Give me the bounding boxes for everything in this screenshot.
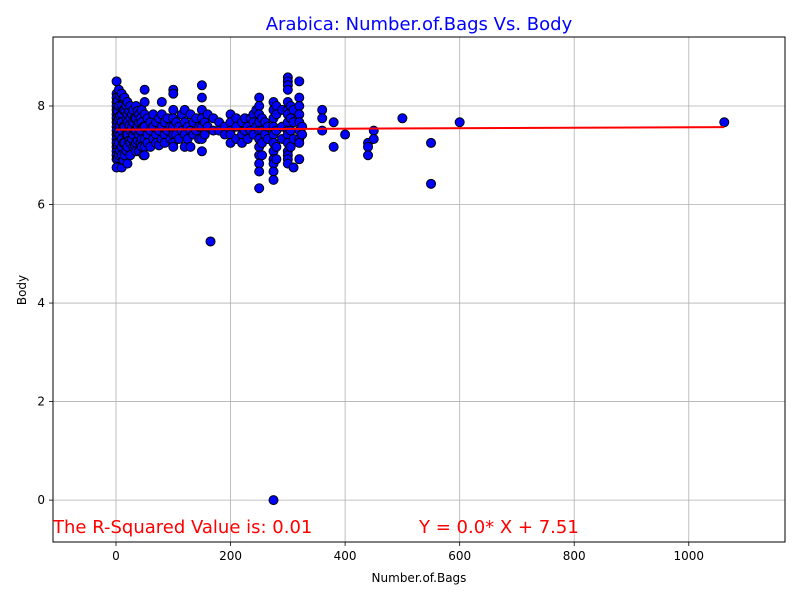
- data-point: [288, 162, 299, 173]
- data-point: [397, 113, 408, 124]
- regression-line: [116, 126, 725, 131]
- data-point: [268, 495, 279, 506]
- data-point: [285, 125, 296, 136]
- data-point: [317, 104, 328, 115]
- x-tick-label: 200: [219, 549, 242, 563]
- y-tick-label: 4: [37, 296, 45, 310]
- data-point: [328, 141, 339, 152]
- data-point: [294, 100, 305, 111]
- data-point: [271, 141, 282, 152]
- data-point: [294, 92, 305, 103]
- data-point: [426, 137, 437, 148]
- data-point: [340, 129, 351, 140]
- axis-ticks: 0 200 400 600 800 1000 0 2 4 6 8: [37, 99, 704, 563]
- data-point: [139, 97, 150, 108]
- data-point: [363, 141, 374, 152]
- data-point: [254, 92, 265, 103]
- y-tick-label: 0: [37, 493, 45, 507]
- data-point: [271, 154, 282, 165]
- x-tick-label: 0: [112, 549, 120, 563]
- data-point: [168, 88, 179, 99]
- plot-frame: [52, 36, 786, 543]
- data-point: [268, 166, 279, 177]
- data-point: [294, 76, 305, 87]
- data-point: [254, 166, 265, 177]
- data-point: [294, 137, 305, 148]
- r-squared-annotation: The R-Squared Value is: 0.01: [52, 517, 312, 538]
- data-point: [156, 97, 167, 108]
- data-point: [297, 129, 308, 140]
- data-point: [368, 133, 379, 144]
- data-point: [363, 150, 374, 161]
- data-point: [122, 158, 133, 169]
- data-point: [328, 117, 339, 128]
- data-point: [111, 76, 122, 87]
- data-point: [268, 174, 279, 185]
- data-point: [196, 146, 207, 157]
- data-point: [317, 113, 328, 124]
- data-point: [205, 236, 216, 247]
- x-tick-label: 600: [448, 549, 471, 563]
- y-tick-label: 8: [37, 99, 45, 113]
- regression-equation-annotation: Y = 0.0* X + 7.51: [418, 517, 579, 538]
- data-point: [196, 80, 207, 91]
- x-tick-label: 800: [563, 549, 586, 563]
- data-point: [294, 154, 305, 165]
- x-tick-label: 1000: [674, 549, 705, 563]
- data-point: [168, 104, 179, 115]
- data-point: [139, 84, 150, 95]
- chart-title: Arabica: Number.of.Bags Vs. Body: [266, 14, 573, 35]
- y-tick-label: 2: [37, 395, 45, 409]
- data-points: [111, 72, 730, 506]
- data-point: [254, 100, 265, 111]
- data-point: [317, 125, 328, 136]
- x-axis-label: Number.of.Bags: [372, 571, 467, 585]
- data-point: [282, 84, 293, 95]
- data-point: [719, 117, 730, 128]
- data-point: [454, 117, 465, 128]
- data-point: [368, 125, 379, 136]
- data-point: [168, 141, 179, 152]
- data-point: [185, 141, 196, 152]
- y-tick-label: 6: [37, 198, 45, 212]
- grid-lines: [53, 37, 785, 542]
- data-point: [196, 92, 207, 103]
- data-point: [257, 150, 268, 161]
- data-point: [139, 150, 150, 161]
- x-tick-label: 400: [334, 549, 357, 563]
- y-axis-label: Body: [15, 275, 29, 305]
- data-point: [426, 178, 437, 189]
- data-point: [254, 183, 265, 194]
